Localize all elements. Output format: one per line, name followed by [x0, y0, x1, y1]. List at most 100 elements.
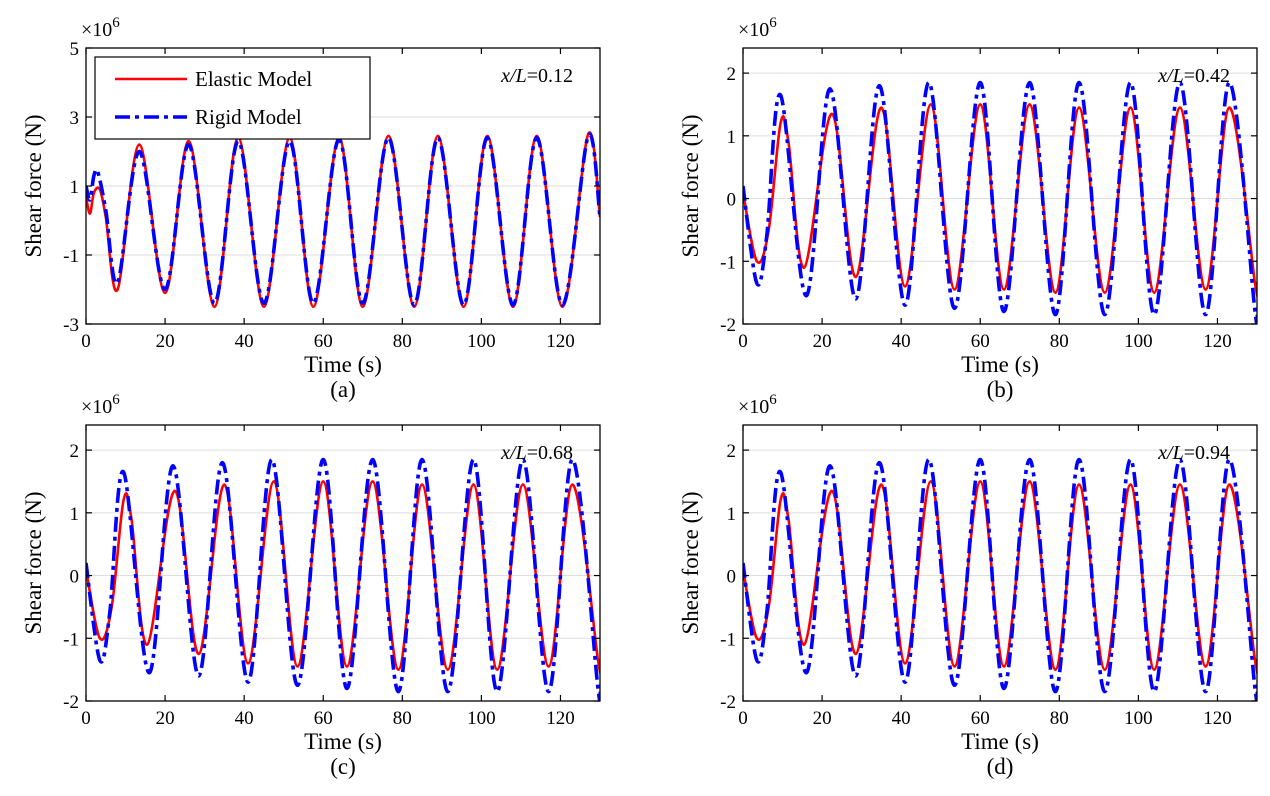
x-tick-label: 60 [971, 708, 990, 729]
x-tick-label: 80 [393, 331, 412, 352]
y-tick-label: 0 [727, 190, 737, 211]
x-tick-label: 60 [314, 708, 333, 729]
x-tick-label: 100 [467, 708, 496, 729]
x-tick-label: 20 [156, 331, 175, 352]
x-tick-label: 80 [393, 708, 412, 729]
y-tick-label: 2 [70, 441, 80, 462]
x-tick-label: 60 [314, 331, 333, 352]
y-tick-label: -1 [720, 252, 736, 273]
position-annotation: x/L=0.94 [1157, 442, 1230, 464]
y-multiplier: ×106 [738, 392, 777, 418]
y-tick-label: 0 [70, 567, 80, 588]
x-tick-label: 60 [971, 331, 990, 352]
y-tick-label: -1 [63, 629, 79, 650]
y-axis-label: Shear force (N) [21, 491, 46, 634]
panel-b: 0 20 40 60 80 100 120 -2 -1 0 1 2 ×106 Time (s) Shear … [678, 15, 1258, 402]
x-tick-label: 40 [235, 708, 254, 729]
y-tick-label: 1 [727, 504, 737, 525]
position-annotation: x/L=0.12 [500, 65, 573, 87]
x-tick-label: 20 [813, 708, 832, 729]
y-tick-label: 1 [727, 127, 737, 148]
panel-label: (c) [330, 754, 356, 779]
legend-entry: Elastic Model [195, 67, 312, 91]
axes-box [742, 424, 1258, 702]
x-tick-label: 0 [738, 331, 748, 352]
series-line-rigid-model [743, 80, 1257, 324]
legend-entry: Rigid Model [195, 105, 302, 129]
y-multiplier: ×106 [738, 15, 777, 41]
x-tick-label: 20 [813, 331, 832, 352]
series-line-rigid-model [86, 132, 600, 307]
series-line-rigid-model [743, 457, 1257, 701]
y-tick-label: -1 [720, 629, 736, 650]
x-tick-label: 120 [1203, 708, 1232, 729]
y-tick-label: -2 [720, 692, 736, 713]
y-tick-label: 2 [727, 64, 737, 85]
y-axis-label: Shear force (N) [21, 114, 46, 257]
y-tick-label: 0 [727, 567, 737, 588]
y-tick-label: -3 [63, 315, 79, 336]
y-tick-label: -1 [63, 246, 79, 267]
x-tick-label: 120 [1203, 331, 1232, 352]
x-tick-label: 120 [546, 331, 575, 352]
y-tick-label: 3 [70, 108, 80, 129]
annotation-variable: x/L [1157, 65, 1184, 87]
annotation-value: =0.12 [527, 65, 573, 87]
x-tick-label: 80 [1050, 708, 1069, 729]
y-multiplier-base: ×10 [81, 396, 112, 418]
series-group [743, 80, 1257, 324]
annotation-variable: x/L [1157, 442, 1184, 464]
y-tick-label: 2 [727, 441, 737, 462]
annotation-variable: x/L [500, 442, 527, 464]
x-tick-label: 100 [1124, 331, 1153, 352]
panel-d: 0 20 40 60 80 100 120 -2 -1 0 1 2 ×106 Time (s) Shear … [678, 392, 1258, 779]
x-tick-label: 80 [1050, 331, 1069, 352]
panel-c: 0 20 40 60 80 100 120 -2 -1 0 1 2 ×106 Time (s) Shear … [21, 392, 601, 779]
y-multiplier: ×106 [81, 15, 120, 41]
panel-label: (d) [987, 754, 1014, 779]
annotation-value: =0.42 [1184, 65, 1230, 87]
y-tick-label: -2 [63, 692, 79, 713]
x-tick-label: 40 [892, 708, 911, 729]
axes-box [85, 424, 601, 702]
annotation-variable: x/L [500, 65, 527, 87]
series-line-rigid-model [86, 457, 600, 701]
panel-label: (a) [330, 377, 356, 402]
legend: Elastic Model Rigid Model [94, 56, 371, 140]
x-tick-label: 20 [156, 708, 175, 729]
x-tick-label: 0 [738, 708, 748, 729]
x-axis-label: Time (s) [304, 352, 382, 377]
y-multiplier-exponent: 6 [769, 15, 777, 31]
y-multiplier-base: ×10 [81, 19, 112, 41]
y-multiplier: ×106 [81, 392, 120, 418]
y-multiplier-exponent: 6 [769, 392, 777, 408]
annotation-value: =0.94 [1184, 442, 1230, 464]
legend-box [94, 56, 371, 140]
x-tick-label: 40 [235, 331, 254, 352]
position-annotation: x/L=0.42 [1157, 65, 1230, 87]
y-tick-label: -2 [720, 315, 736, 336]
y-tick-label: 1 [70, 504, 80, 525]
x-tick-label: 0 [81, 708, 91, 729]
x-tick-label: 0 [81, 331, 91, 352]
series-group [743, 457, 1257, 701]
y-multiplier-base: ×10 [738, 19, 769, 41]
annotation-value: =0.68 [527, 442, 573, 464]
y-axis-label: Shear force (N) [678, 114, 703, 257]
x-axis-label: Time (s) [961, 352, 1039, 377]
y-multiplier-base: ×10 [738, 396, 769, 418]
panel-a: 0 20 40 60 80 100 120 -3 -1 1 3 5×106 Time (s) Shear … [21, 15, 601, 402]
x-tick-label: 100 [1124, 708, 1153, 729]
panel-label: (b) [987, 377, 1014, 402]
y-tick-label: 1 [70, 177, 80, 198]
x-axis-label: Time (s) [961, 729, 1039, 754]
x-tick-label: 40 [892, 331, 911, 352]
series-group [86, 131, 600, 309]
x-axis-label: Time (s) [304, 729, 382, 754]
series-group [86, 457, 600, 701]
axes-box [742, 47, 1258, 325]
y-multiplier-exponent: 6 [112, 15, 120, 31]
y-multiplier-exponent: 6 [112, 392, 120, 408]
x-tick-label: 120 [546, 708, 575, 729]
